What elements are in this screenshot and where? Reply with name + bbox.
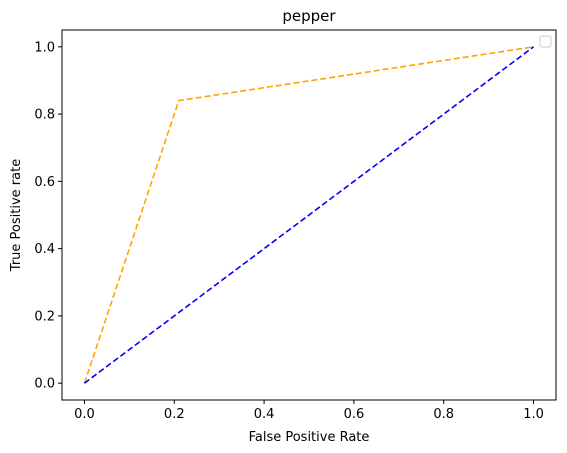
plot-frame bbox=[61, 29, 557, 401]
x-tick-label: 0.8 bbox=[433, 407, 454, 422]
x-tick-label: 0.6 bbox=[344, 407, 365, 422]
y-tick-label: 0.0 bbox=[34, 377, 55, 392]
y-tick-label: 0.4 bbox=[34, 242, 55, 257]
y-axis-label: True Positive rate bbox=[9, 159, 24, 272]
x-tick-label: 0.2 bbox=[164, 407, 185, 422]
y-tick-label: 0.6 bbox=[34, 175, 55, 190]
y-tick-label: 0.8 bbox=[34, 108, 55, 123]
x-axis-label: False Positive Rate bbox=[249, 430, 370, 445]
x-tick-label: 1.0 bbox=[523, 407, 544, 422]
series-line-0 bbox=[83, 46, 534, 384]
y-tick-label: 1.0 bbox=[34, 40, 55, 55]
plot-area: 0.0 0.2 0.4 0.6 0.8 1.0 0.0 0.2 0.4 0.6 0.8 1.0 bbox=[34, 29, 557, 422]
legend-box bbox=[539, 35, 552, 48]
x-tick-label: 0.4 bbox=[254, 407, 275, 422]
x-tick-label: 0.0 bbox=[74, 407, 95, 422]
y-tick-label: 0.2 bbox=[34, 309, 55, 324]
series-line-1 bbox=[83, 46, 535, 384]
chart-title: pepper bbox=[282, 7, 336, 25]
